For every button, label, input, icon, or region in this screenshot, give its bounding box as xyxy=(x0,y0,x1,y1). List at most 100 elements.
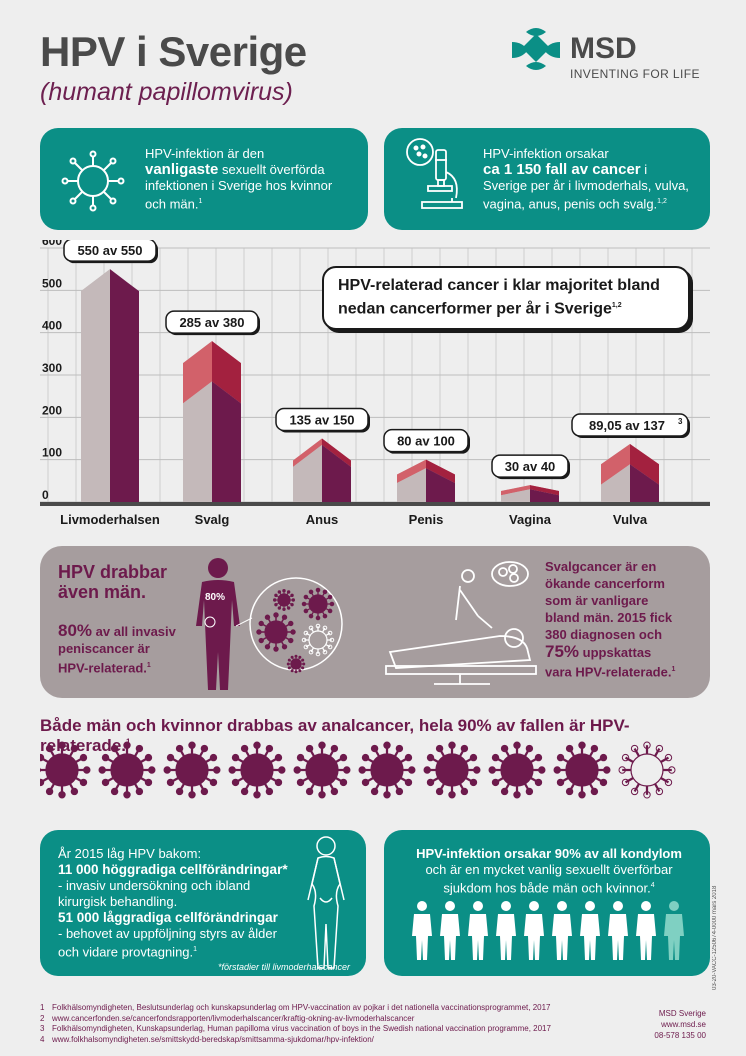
virus-icon xyxy=(488,741,546,799)
brand-name: MSD xyxy=(570,32,637,65)
virus-icon xyxy=(358,741,416,799)
msd-logo-icon xyxy=(512,28,560,70)
people-ratio-row xyxy=(412,901,684,960)
bar-hpv-left xyxy=(293,444,322,502)
y-tick-label: 400 xyxy=(42,319,62,333)
data-label-box xyxy=(63,240,157,262)
person-icon xyxy=(636,901,656,960)
y-tick-label: 200 xyxy=(42,403,62,417)
cell-changes-footnote: *förstadier till livmoderhalscancer xyxy=(218,962,351,972)
x-axis-line xyxy=(40,502,710,506)
reference-item: 3 Folkhälsomyndigheten, Kunskapsunderlag,… xyxy=(40,1024,551,1033)
virus-icon xyxy=(98,741,156,799)
box1-text: HPV-infektion är den vanligaste sexuellt… xyxy=(145,146,333,212)
brand-tagline: INVENTING FOR LIFE xyxy=(570,67,700,81)
y-tick-label: 600 xyxy=(42,240,62,248)
person-icon xyxy=(524,901,544,960)
bar-hpv-left xyxy=(81,269,110,502)
bar-hpv xyxy=(322,444,351,502)
person-icon xyxy=(468,901,488,960)
data-label: 30 av 40 xyxy=(505,459,556,474)
data-label: 285 av 380 xyxy=(179,315,244,330)
virus-icon xyxy=(293,741,351,799)
data-label-box xyxy=(165,310,259,334)
virus-icon xyxy=(301,587,335,621)
y-tick-label: 0 xyxy=(42,488,49,502)
data-label: 550 av 550 xyxy=(77,243,142,258)
virus-outline-icon xyxy=(301,623,335,657)
virus-icon xyxy=(256,612,296,652)
virus-icon xyxy=(228,741,286,799)
person-icon xyxy=(440,901,460,960)
x-tick-label: Penis xyxy=(409,512,444,527)
person-icon xyxy=(412,901,432,960)
virus-icon xyxy=(553,741,611,799)
y-tick-label: 300 xyxy=(42,361,62,375)
patient-scan-icon xyxy=(385,561,537,685)
virus-icon xyxy=(40,741,91,799)
bar-hpv xyxy=(110,269,139,502)
info-box-cancer-cases xyxy=(384,128,710,230)
cancer-bar-chart: 0 100 200 300 400 500 600 550 av 550 Livmoderhal… xyxy=(40,240,710,530)
page-subtitle: (humant papillomvirus) xyxy=(40,78,293,106)
cell-changes-text: År 2015 låg HPV bakom: 11 000 höggradiga… xyxy=(58,846,288,960)
data-label: 89,05 av 137 xyxy=(589,418,665,433)
men-text: 80% av all invasiv peniscancer är HPV-re… xyxy=(58,621,176,676)
bar-hpv xyxy=(530,489,559,502)
box2-text: HPV-infektion orsakar ca 1 150 fall av c… xyxy=(483,146,689,212)
reference-item: 4 www.folkhalsomyndigheten.se/smittskydd-… xyxy=(40,1034,374,1044)
female-body-icon xyxy=(307,836,345,969)
person-icon xyxy=(580,901,600,960)
chart-callout: HPV-relaterad cancer i klar majoritet bl… xyxy=(322,266,690,330)
data-label: 80 av 100 xyxy=(397,434,455,449)
svalg-text: Svalgcancer är en ökande cancerform som … xyxy=(545,559,676,680)
bar-hpv-left xyxy=(601,464,630,502)
person-icon xyxy=(552,901,572,960)
body-percent-label: 80% xyxy=(205,592,225,603)
person-icon xyxy=(664,901,684,960)
info-box-infection xyxy=(40,128,368,230)
info-box-kondylom xyxy=(384,830,710,976)
references-list: 1 Folkhälsomyndigheten, Beslutsunderlag o… xyxy=(40,1003,600,1045)
reference-item: 2 www.cancerfonden.se/cancerfondsrapporte… xyxy=(40,1013,415,1023)
kondylom-text: HPV-infektion orsakar 90% av all kondylo… xyxy=(416,846,682,896)
x-tick-label: Svalg xyxy=(195,512,230,527)
data-label-box xyxy=(383,428,469,453)
bar-hpv xyxy=(426,468,455,502)
virus-outline-icon xyxy=(61,150,125,212)
male-body-icon: 80% xyxy=(196,558,240,690)
data-label-box xyxy=(491,454,569,478)
page-title: HPV i Sverige xyxy=(40,28,307,75)
x-tick-label: Vagina xyxy=(509,512,552,527)
virus-icon xyxy=(286,654,306,674)
bar-hpv xyxy=(212,381,241,502)
data-label-sup: 3 xyxy=(678,417,683,426)
virus-outline-icon xyxy=(618,741,676,799)
bar-hpv-left xyxy=(183,381,212,502)
reference-item: 1 Folkhälsomyndigheten, Beslutsunderlag o… xyxy=(40,1003,551,1012)
x-tick-label: Livmoderhalsen xyxy=(60,512,160,527)
virus-icon xyxy=(273,589,295,611)
info-box-cell-changes xyxy=(40,830,366,976)
virus-icon xyxy=(163,741,221,799)
data-label-box xyxy=(571,413,689,437)
bar-hpv xyxy=(630,464,659,502)
y-tick-label: 500 xyxy=(42,276,62,290)
y-tick-label: 100 xyxy=(42,446,62,460)
footer-contact: MSD Sverige www.msd.se 08-578 135 00 xyxy=(654,1009,706,1040)
data-label: 135 av 150 xyxy=(289,413,354,428)
x-tick-label: Vulva xyxy=(613,512,648,527)
virus-ratio-row xyxy=(40,741,676,799)
bar-hpv-left xyxy=(501,489,530,502)
virus-icon xyxy=(423,741,481,799)
men-section xyxy=(40,546,710,698)
bar-hpv-left xyxy=(397,468,426,502)
x-tick-label: Anus xyxy=(306,512,339,527)
men-heading: HPV drabbar även män. xyxy=(58,562,168,602)
microscope-icon xyxy=(406,138,463,209)
virus-zoom-circle xyxy=(236,577,343,674)
data-label-box xyxy=(275,407,369,432)
person-icon xyxy=(496,901,516,960)
document-code: 03-20-VACC-1250674-0000 mars 2018 xyxy=(712,885,718,990)
person-icon xyxy=(608,901,628,960)
